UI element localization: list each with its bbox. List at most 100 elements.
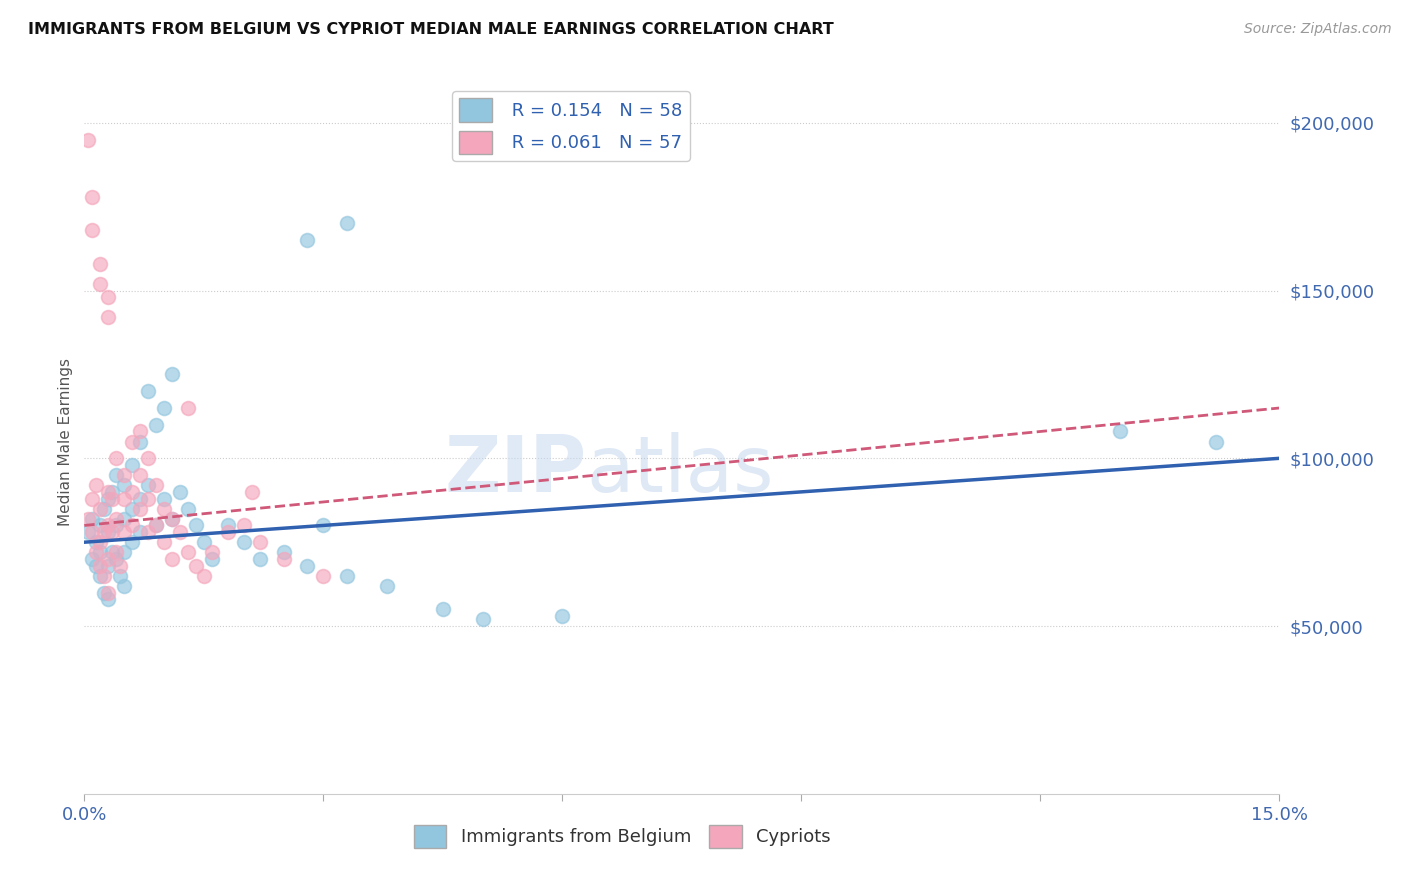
Point — [273, 545, 295, 559]
Point — [160, 512, 183, 526]
Point — [89, 518, 111, 533]
Point — [273, 552, 295, 566]
Point — [105, 518, 128, 533]
Point — [177, 545, 200, 559]
Point — [112, 491, 135, 506]
Point — [201, 552, 224, 566]
Point — [89, 535, 111, 549]
Point — [249, 535, 271, 549]
Legend: Immigrants from Belgium, Cypriots: Immigrants from Belgium, Cypriots — [406, 818, 838, 855]
Point — [97, 518, 120, 533]
Point — [129, 525, 152, 540]
Point — [86, 478, 108, 492]
Text: Source: ZipAtlas.com: Source: ZipAtlas.com — [1244, 22, 1392, 37]
Point — [232, 518, 254, 533]
Point — [551, 609, 574, 624]
Point — [82, 491, 104, 506]
Point — [89, 257, 111, 271]
Point — [136, 384, 159, 399]
Point — [121, 484, 143, 499]
Point — [129, 434, 152, 449]
Point — [177, 501, 200, 516]
Point — [145, 478, 167, 492]
Point — [86, 558, 108, 573]
Point — [153, 501, 176, 516]
Point — [105, 468, 128, 483]
Y-axis label: Median Male Earnings: Median Male Earnings — [58, 358, 73, 525]
Point — [112, 525, 135, 540]
Point — [121, 535, 143, 549]
Text: atlas: atlas — [586, 432, 773, 508]
Point — [145, 417, 167, 432]
Point — [145, 518, 167, 533]
Point — [89, 545, 111, 559]
Point — [110, 568, 132, 582]
Point — [169, 525, 191, 540]
Point — [97, 310, 120, 325]
Point — [249, 552, 271, 566]
Point — [101, 484, 124, 499]
Point — [112, 512, 135, 526]
Point — [160, 512, 183, 526]
Point — [336, 216, 359, 230]
Point — [93, 501, 115, 516]
Point — [240, 484, 263, 499]
Point — [160, 368, 183, 382]
Point — [101, 525, 124, 540]
Point — [136, 451, 159, 466]
Point — [112, 545, 135, 559]
Point — [1205, 434, 1227, 449]
Point — [136, 491, 159, 506]
Point — [97, 558, 120, 573]
Point — [86, 545, 108, 559]
Point — [77, 525, 100, 540]
Point — [136, 478, 159, 492]
Point — [184, 518, 207, 533]
Point — [121, 518, 143, 533]
Point — [82, 525, 104, 540]
Point — [97, 290, 120, 304]
Point — [193, 568, 215, 582]
Point — [77, 132, 100, 146]
Text: ZIP: ZIP — [444, 432, 586, 508]
Point — [105, 552, 128, 566]
Point — [93, 525, 115, 540]
Point — [82, 223, 104, 237]
Point — [129, 468, 152, 483]
Point — [89, 558, 111, 573]
Point — [97, 552, 120, 566]
Point — [297, 233, 319, 247]
Point — [375, 579, 398, 593]
Point — [312, 568, 335, 582]
Point — [86, 535, 108, 549]
Point — [110, 558, 132, 573]
Point — [232, 535, 254, 549]
Point — [97, 525, 120, 540]
Point — [93, 585, 115, 599]
Point — [184, 558, 207, 573]
Point — [97, 484, 120, 499]
Point — [121, 434, 143, 449]
Point — [77, 512, 100, 526]
Point — [112, 468, 135, 483]
Point — [177, 401, 200, 415]
Text: IMMIGRANTS FROM BELGIUM VS CYPRIOT MEDIAN MALE EARNINGS CORRELATION CHART: IMMIGRANTS FROM BELGIUM VS CYPRIOT MEDIA… — [28, 22, 834, 37]
Point — [82, 512, 104, 526]
Point — [121, 458, 143, 472]
Point — [217, 525, 239, 540]
Point — [89, 277, 111, 291]
Point — [93, 568, 115, 582]
Point — [201, 545, 224, 559]
Point — [471, 612, 494, 626]
Point — [97, 585, 120, 599]
Point — [97, 592, 120, 607]
Point — [153, 401, 176, 415]
Point — [432, 602, 454, 616]
Point — [121, 501, 143, 516]
Point — [336, 568, 359, 582]
Point — [129, 491, 152, 506]
Point — [312, 518, 335, 533]
Point — [89, 501, 111, 516]
Point — [1109, 425, 1132, 439]
Point — [153, 535, 176, 549]
